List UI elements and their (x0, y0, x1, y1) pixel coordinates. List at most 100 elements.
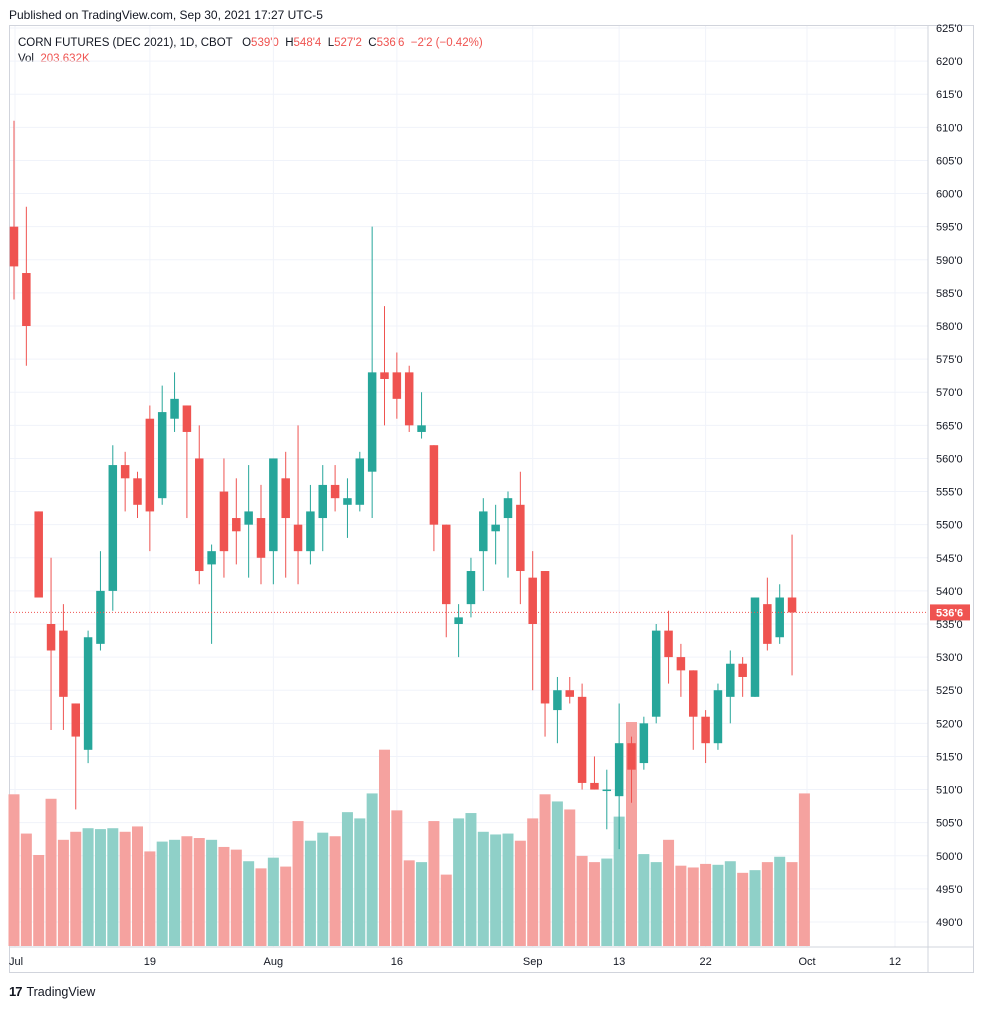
candle-body (565, 690, 574, 697)
volume-bar (663, 839, 675, 946)
volume-bar (737, 872, 749, 946)
candle-body (195, 458, 204, 572)
volume-bar (107, 828, 119, 946)
y-tick-label: 495'0 (936, 884, 963, 896)
volume-bar (675, 865, 687, 946)
y-tick-label: 595'0 (936, 222, 963, 234)
tradingview-logo-text: TradingView (26, 984, 96, 999)
candle-body (170, 398, 179, 419)
volume-bar (280, 866, 292, 946)
symbol-label[interactable]: CORN FUTURES (DEC 2021), 1D, CBOT (18, 37, 233, 49)
volume-label[interactable]: Vol (18, 53, 34, 65)
volume-bar (465, 813, 477, 946)
tradingview-logo-icon: 17 (9, 984, 23, 999)
candle-body (726, 663, 735, 697)
x-tick-label: 19 (144, 956, 156, 968)
open-value: 539'0 (251, 37, 279, 49)
volume-bar (181, 836, 193, 946)
x-tick-label: 12 (889, 956, 901, 968)
y-tick-label: 625'0 (936, 23, 963, 35)
last-price-badge (930, 604, 970, 621)
y-tick-label: 560'0 (936, 453, 963, 465)
volume-bar (45, 798, 57, 946)
volume-bar (601, 858, 613, 946)
volume-bar (169, 839, 181, 946)
low-label: L (327, 37, 335, 49)
candle-body (491, 524, 500, 532)
candle-body (713, 690, 723, 744)
published-note: Published on TradingView.com, Sep 30, 20… (9, 8, 323, 22)
volume-bar (317, 832, 329, 946)
candle-body (651, 630, 661, 717)
candle-body (46, 624, 56, 651)
volume-bar (416, 862, 428, 946)
volume-bar (57, 839, 69, 946)
volume-bar (33, 854, 45, 946)
volume-bar (403, 860, 415, 946)
volume-bar (304, 840, 316, 946)
volume-bar (638, 854, 650, 946)
volume-layer (8, 722, 810, 946)
volume-bar (255, 868, 267, 946)
candle-body (664, 630, 673, 658)
x-tick-label: 22 (699, 956, 711, 968)
open-label: O (242, 37, 252, 49)
volume-bar (341, 812, 353, 946)
candle-body (256, 518, 266, 558)
candle-body (516, 504, 525, 572)
candle-body (689, 670, 698, 717)
y-tick-label: 500'0 (936, 851, 963, 863)
candle-body (182, 405, 192, 432)
candle-body (22, 273, 31, 326)
candle-body (676, 657, 686, 671)
candle-body (83, 637, 93, 750)
volume-bar (576, 855, 588, 946)
candle-body (133, 478, 142, 505)
volume-bar (613, 816, 625, 946)
volume-bar (292, 821, 304, 946)
volume-bar (156, 841, 168, 946)
volume-bar (650, 862, 662, 946)
volume-bar (490, 834, 502, 946)
volume-bar (798, 793, 810, 946)
y-tick-label: 505'0 (936, 818, 963, 830)
chart-frame (9, 25, 974, 973)
candle-body (367, 372, 377, 472)
volume-bar (243, 861, 255, 946)
candle-body (442, 524, 451, 605)
volume-bar (564, 809, 576, 946)
y-tick-label: 605'0 (936, 155, 963, 167)
candle-body (479, 511, 488, 552)
candle-body (330, 484, 340, 499)
volume-bar (132, 826, 143, 946)
tradingview-logo[interactable]: 17 TradingView (9, 984, 95, 999)
candle-body (71, 703, 80, 737)
candle-body (269, 458, 278, 552)
volume-bar (379, 749, 390, 946)
candle-body (577, 696, 587, 783)
y-tick-label: 550'0 (936, 520, 963, 532)
candle-body (207, 551, 216, 565)
y-tick-label: 540'0 (936, 586, 963, 598)
close-label: C (368, 37, 377, 49)
candle-body (763, 604, 772, 644)
x-tick-label: Oct (798, 956, 815, 968)
y-tick-label: 620'0 (936, 56, 963, 68)
y-tick-label: 615'0 (936, 89, 963, 101)
candle-body (343, 498, 352, 505)
volume-bar (477, 831, 489, 946)
candle-body (380, 372, 389, 379)
candle-body (540, 571, 550, 704)
volume-bar (428, 821, 440, 946)
low-value: 527'2 (334, 37, 362, 49)
volume-bar (230, 849, 242, 946)
y-tick-label: 610'0 (936, 122, 963, 134)
volume-bar (366, 793, 378, 946)
x-tick-label: Sep (523, 956, 543, 968)
candle-body (355, 458, 365, 505)
axis-layer: 625'0 620'0 615'0 610'0 605'0 600'0 595'0 590'0… (9, 23, 974, 973)
volume-bar (20, 833, 32, 946)
volume-bar (514, 840, 526, 946)
volume-bar (749, 870, 761, 946)
